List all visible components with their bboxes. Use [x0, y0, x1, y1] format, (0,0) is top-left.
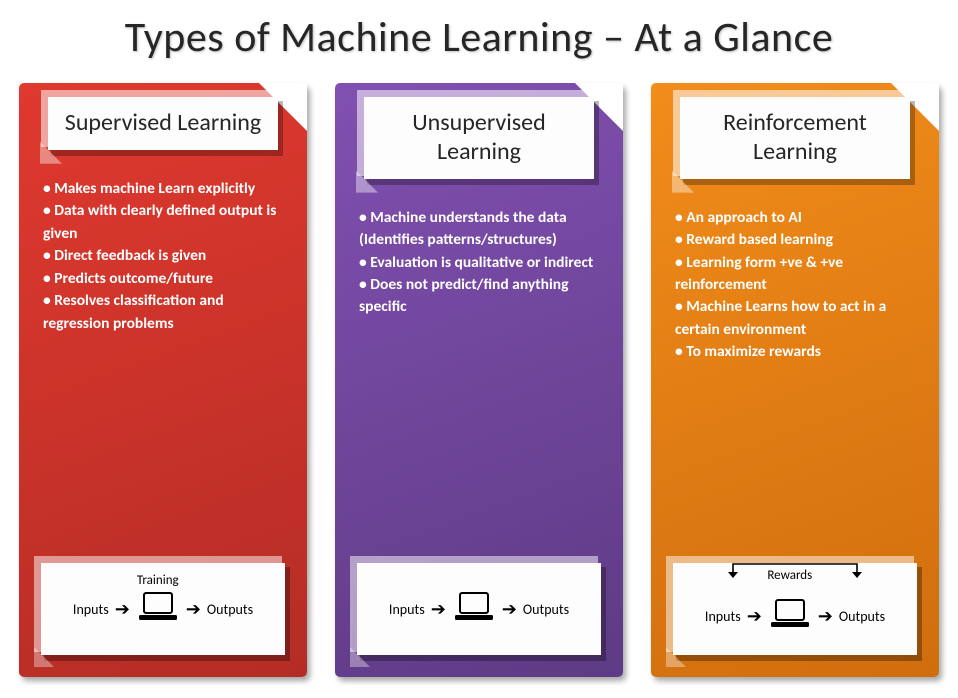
card-title: Supervised Learning [48, 97, 278, 150]
diagram-output-label: Outputs [207, 601, 253, 618]
card-diagram: Inputs ➔ Rewards ➔ Outputs [673, 563, 917, 655]
diagram-input-label: Inputs [705, 608, 741, 625]
arrow-right-icon: ➔ [818, 607, 833, 625]
card-title: Unsupervised Learning [364, 97, 594, 179]
laptop-icon: Training [136, 591, 180, 627]
bullet: Learning form +ve & +ve reinforcement [675, 252, 919, 297]
laptop-icon: Rewards [768, 598, 812, 634]
diagram-top-label: Rewards [767, 568, 812, 583]
bullet: Does not predict/find anything specific [359, 274, 603, 319]
arrow-right-icon: ➔ [502, 600, 517, 618]
card-supervised: Supervised Learning Makes machine Learn … [19, 83, 307, 677]
page-title: Types of Machine Learning – At a Glance [0, 0, 958, 73]
bullet: Evaluation is qualitative or indirect [359, 252, 603, 274]
bullet: To maximize rewards [675, 341, 919, 363]
diagram-output-label: Outputs [523, 601, 569, 618]
card-points: An approach to AI Reward based learning … [665, 203, 925, 364]
cards-container: Supervised Learning Makes machine Learn … [0, 73, 958, 677]
arrow-right-icon: ➔ [186, 600, 201, 618]
laptop-icon [452, 591, 496, 627]
card-title: Reinforcement Learning [680, 97, 910, 179]
bullet: Reward based learning [675, 229, 919, 251]
card-points: Machine understands the data (Identifies… [349, 203, 609, 319]
arrow-right-icon: ➔ [115, 600, 130, 618]
bullet: Predicts outcome/future [43, 268, 287, 290]
diagram-top-label: Training [137, 573, 179, 588]
card-unsupervised: Unsupervised Learning Machine understand… [335, 83, 623, 677]
card-reinforcement: Reinforcement Learning An approach to AI… [651, 83, 939, 677]
diagram-input-label: Inputs [389, 601, 425, 618]
bullet: An approach to AI [675, 207, 919, 229]
card-points: Makes machine Learn explicitly Data with… [33, 174, 293, 335]
bullet: Machine Learns how to act in a certain e… [675, 296, 919, 341]
card-diagram: Inputs ➔ ➔ Outputs [357, 563, 601, 655]
card-diagram: Inputs ➔ Training ➔ Outputs [41, 563, 285, 655]
arrow-right-icon: ➔ [431, 600, 446, 618]
diagram-input-label: Inputs [73, 601, 109, 618]
bullet: Resolves classification and regression p… [43, 290, 287, 335]
diagram-output-label: Outputs [839, 608, 885, 625]
bullet: Makes machine Learn explicitly [43, 178, 287, 200]
bullet: Machine understands the data (Identifies… [359, 207, 603, 252]
bullet: Data with clearly defined output is give… [43, 200, 287, 245]
bullet: Direct feedback is given [43, 245, 287, 267]
arrow-right-icon: ➔ [747, 607, 762, 625]
